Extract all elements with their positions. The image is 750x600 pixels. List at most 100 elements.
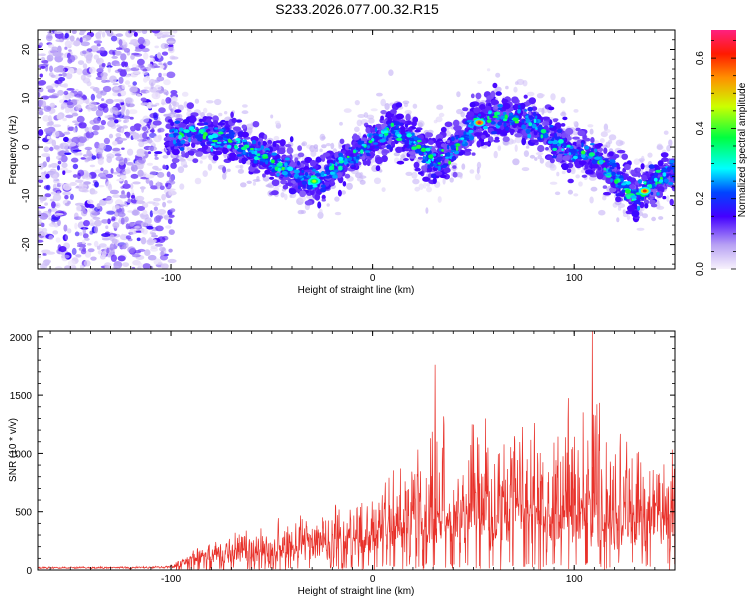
spectrogram-cell — [112, 147, 121, 152]
spectrogram-cell — [492, 82, 498, 89]
spectrogram-cell — [438, 148, 442, 152]
spectrogram-cell — [132, 132, 140, 140]
spectrogram-cell — [106, 30, 114, 37]
spectrogram-cell — [60, 67, 66, 73]
spectrogram-cell — [428, 154, 434, 159]
spectrogram-cell — [50, 163, 59, 168]
spectrogram-cell — [154, 151, 163, 155]
spectrogram-cell — [359, 153, 363, 157]
spectrogram-cell — [519, 102, 526, 110]
spectrogram-cell — [38, 254, 41, 259]
spectrogram-cell — [335, 162, 338, 167]
spectrogram-cell — [625, 189, 631, 194]
spectrogram-cell — [147, 63, 153, 69]
spectrogram-cell — [83, 260, 91, 267]
spectrogram-cell — [140, 102, 150, 106]
spectrogram-cell — [626, 194, 631, 200]
spectrogram-cell — [531, 123, 537, 129]
y-tick-label: 500 — [15, 508, 32, 519]
spectrogram-cell — [155, 215, 161, 222]
spectrogram-cell — [64, 265, 72, 269]
spectrogram-cell — [101, 237, 111, 241]
spectrogram-cell — [51, 83, 60, 88]
spectrogram-cell — [45, 173, 50, 179]
spectrogram-cell — [272, 141, 277, 149]
spectrogram-cell — [165, 97, 172, 104]
spectrogram-cell — [140, 221, 148, 227]
spectrogram-cell — [490, 99, 499, 106]
spectrogram-cell — [90, 45, 99, 53]
spectrogram-cell — [252, 181, 256, 186]
spectrogram-cell — [578, 181, 583, 187]
spectrogram-cell — [217, 122, 226, 126]
spectrogram-cell — [455, 136, 459, 140]
spectrogram-cell — [54, 55, 64, 63]
spectrogram-cell — [49, 146, 54, 152]
spectrogram-cell — [580, 150, 586, 155]
spectrogram-cell — [374, 135, 379, 140]
spectrogram-cell — [200, 142, 206, 147]
spectrogram-cell — [418, 122, 423, 128]
spectrogram-cell — [655, 180, 658, 185]
spectrogram-cell — [537, 154, 543, 160]
spectrogram-cell — [149, 55, 154, 58]
spectrogram-cell — [175, 118, 184, 122]
spectrogram-cell — [55, 237, 61, 243]
spectrogram-cell — [114, 119, 119, 124]
spectrogram-cell — [514, 81, 519, 85]
spectrogram-cell — [85, 131, 94, 139]
spectrogram-cell — [75, 88, 79, 92]
spectrogram-cell — [92, 124, 100, 131]
spectrogram-cell — [346, 182, 353, 190]
spectrogram-cell — [111, 55, 118, 59]
spectrogram-cell — [39, 53, 46, 57]
spectrogram-cell — [495, 72, 501, 78]
spectrogram-cell — [395, 146, 403, 153]
spectrogram-cell — [436, 157, 442, 162]
spectrogram-cell — [95, 109, 104, 117]
spectrogram-cell — [662, 195, 667, 200]
spectrogram-cell — [326, 159, 334, 164]
spectrogram-cell — [650, 176, 655, 182]
spectrogram-cell — [50, 217, 59, 222]
spectrogram-cell — [198, 129, 204, 134]
spectrogram-cell — [654, 171, 659, 177]
spectrogram-cell — [662, 172, 667, 177]
spectrogram-cell — [71, 157, 79, 163]
spectrogram-cell — [474, 173, 481, 181]
spectrogram-cell — [425, 147, 431, 152]
spectrogram-cell — [122, 183, 131, 189]
spectrogram-cell — [603, 167, 607, 171]
spectrogram-cell — [590, 186, 598, 192]
spectrogram-cell — [93, 54, 100, 60]
spectrogram-cell — [262, 173, 266, 178]
spectrogram-cell — [380, 115, 384, 121]
spectrogram-cell — [656, 192, 660, 196]
spectrogram-cell — [242, 104, 248, 108]
spectrogram-cell — [511, 121, 515, 126]
spectrogram-cell — [300, 210, 306, 214]
spectrogram-cell — [38, 99, 44, 106]
spectrogram-cell — [149, 180, 154, 187]
spectrogram-cell — [390, 109, 397, 114]
spectrogram-cell — [455, 146, 459, 151]
spectrogram-cell — [400, 119, 406, 123]
spectrogram-cell — [115, 63, 121, 67]
spectrogram-cell — [207, 135, 214, 139]
spectrogram-cell — [192, 158, 199, 164]
spectrogram-cell — [542, 116, 550, 120]
spectrogram-cell — [130, 173, 139, 179]
spectrogram-cell — [241, 110, 249, 115]
spectrogram-cell — [173, 133, 177, 138]
spectrogram-cell — [446, 144, 450, 150]
spectrogram-cell — [334, 211, 342, 216]
spectrogram-cell — [224, 111, 228, 115]
spectrogram-cell — [120, 90, 127, 96]
y-tick-label: 2000 — [10, 333, 33, 344]
spectrogram-cell — [61, 254, 70, 259]
spectrogram-cell — [525, 128, 531, 134]
spectrogram-cell — [54, 213, 64, 216]
spectrogram-cell — [64, 152, 72, 155]
spectrogram-cell — [565, 127, 574, 136]
spectrogram-cell — [492, 115, 499, 118]
